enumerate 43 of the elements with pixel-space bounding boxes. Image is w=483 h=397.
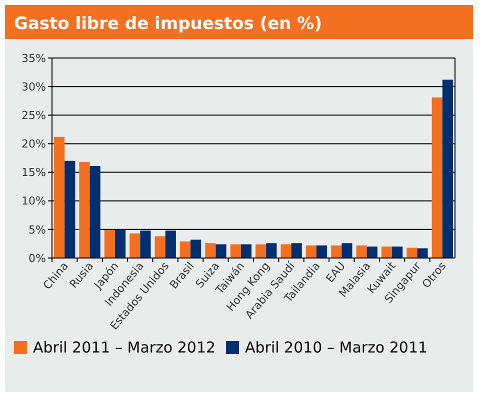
bar xyxy=(216,244,226,258)
chart-title: Gasto libre de impuestos (en %) xyxy=(14,14,322,34)
bar xyxy=(240,244,252,258)
y-tick-label: 10% xyxy=(22,194,46,208)
bar xyxy=(432,97,442,258)
y-tick-label: 35% xyxy=(22,52,46,65)
bar xyxy=(291,243,302,258)
bar xyxy=(90,166,100,258)
bar xyxy=(165,230,176,258)
y-tick-label: 5% xyxy=(28,223,46,236)
bar xyxy=(417,248,428,258)
bar xyxy=(306,245,316,258)
legend-label: Abril 2011 – Marzo 2012 xyxy=(33,338,216,356)
y-tick-label: 25% xyxy=(22,108,46,122)
bar xyxy=(79,162,90,258)
legend-label: Abril 2010 – Marzo 2011 xyxy=(245,338,428,356)
bar xyxy=(190,240,202,258)
bar xyxy=(230,244,241,258)
bar xyxy=(392,246,403,258)
bar xyxy=(266,243,277,258)
bar xyxy=(130,233,140,258)
bar xyxy=(256,244,266,258)
y-tick-label: 0% xyxy=(28,252,46,265)
bar xyxy=(54,136,65,258)
bar xyxy=(342,243,352,258)
bar xyxy=(205,243,216,258)
y-tick-label: 15% xyxy=(22,166,46,180)
bar xyxy=(64,160,76,258)
bar xyxy=(154,236,166,258)
bar xyxy=(140,230,151,258)
bar xyxy=(406,248,418,258)
y-tick-label: 20% xyxy=(22,138,46,151)
bar xyxy=(366,246,378,258)
bar xyxy=(381,246,392,258)
bar xyxy=(104,230,115,258)
bar xyxy=(331,245,342,258)
bar xyxy=(180,241,191,258)
bar xyxy=(356,245,367,258)
bar xyxy=(316,245,328,258)
y-tick-label: 30% xyxy=(22,80,46,94)
bar xyxy=(280,244,292,258)
bar xyxy=(442,80,453,258)
bar xyxy=(114,230,126,258)
